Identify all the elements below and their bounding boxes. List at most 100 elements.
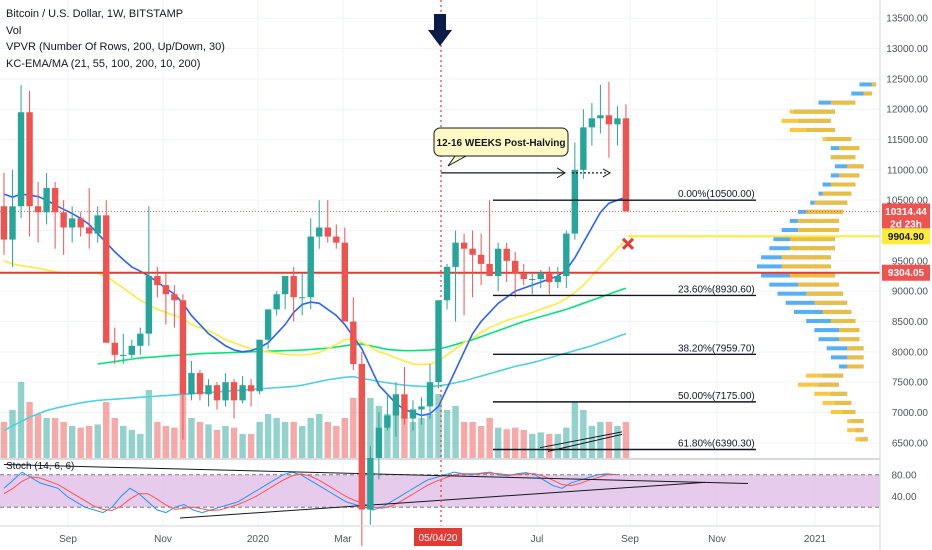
- vpvr-bar-down: [814, 300, 848, 305]
- time-tick-label: Nov: [708, 534, 726, 545]
- candle-body: [0, 206, 8, 240]
- volume-bar: [614, 426, 621, 458]
- halving-date-badge: [414, 528, 462, 546]
- horizontal-lines: [0, 0, 880, 526]
- vpvr-bar-down: [830, 100, 856, 105]
- candle-body: [350, 321, 357, 364]
- candle-body: [247, 385, 255, 392]
- candle-body: [205, 385, 212, 395]
- time-tick-label: Nov: [154, 534, 172, 545]
- stoch-tick-label: 80.00: [891, 470, 916, 481]
- vpvr-bar-down: [822, 191, 852, 196]
- volume-bar: [34, 414, 42, 458]
- volume-bar: [367, 398, 374, 458]
- volume-bar: [103, 402, 110, 458]
- ema200-line: [3, 332, 627, 432]
- volume-bar: [120, 426, 127, 458]
- volume-bar: [605, 422, 613, 458]
- price-badge-label: 9904.90: [888, 232, 925, 243]
- vpvr-bar-up: [830, 355, 864, 360]
- price-tick-label: 8500.00: [892, 317, 929, 328]
- volume-bar: [17, 382, 25, 458]
- vpvr-bar-down: [822, 309, 852, 314]
- projection-arrow: [556, 167, 566, 179]
- volume-bar: [333, 426, 340, 458]
- volume-bar: [256, 422, 263, 458]
- time-tick-label: 05/04/20: [419, 533, 458, 544]
- legend-vpvr[interactable]: VPVR (Number Of Rows, 200, Up/Down, 30): [6, 41, 225, 53]
- price-axis[interactable]: 13500.00 13000.00 12500.00 12000.00 11500.00…: [879, 0, 932, 550]
- volume-bar: [307, 418, 314, 458]
- candle-body: [358, 363, 366, 510]
- candle-body: [307, 236, 314, 298]
- volume-bar: [281, 422, 289, 458]
- stoch-legend[interactable]: Stoch (14, 6, 6): [6, 461, 75, 472]
- vpvr-bar-down: [806, 209, 844, 214]
- candle-body: [273, 294, 280, 310]
- volume-bar: [222, 426, 229, 458]
- candle-body: [469, 248, 476, 255]
- vpvr-bar-up: [826, 346, 864, 351]
- volume-bar: [529, 434, 536, 458]
- time-axis[interactable]: Sep Nov 2020 Mar 05/04/20 Jul Sep Nov 2021: [0, 525, 880, 546]
- candle-body: [392, 394, 400, 416]
- time-tick-label: 2021: [804, 534, 827, 545]
- time-tick-label: Sep: [59, 534, 77, 545]
- candle-body: [196, 373, 204, 395]
- candle-body: [384, 415, 391, 428]
- fib-label: 50.00%(7175.00): [678, 391, 755, 402]
- candle-body: [222, 382, 229, 401]
- candle-body: [580, 127, 587, 170]
- projection-dotted-arrow: [602, 168, 612, 178]
- legend-volume[interactable]: Vol: [6, 24, 22, 37]
- volume-bar: [264, 414, 272, 458]
- volume-bar: [188, 418, 195, 458]
- vpvr-bar-down: [814, 391, 848, 396]
- candle-body: [120, 354, 127, 356]
- vpvr-bar-down: [798, 282, 839, 287]
- time-tick-label: Sep: [621, 534, 639, 545]
- vpvr-bar-down: [798, 218, 839, 223]
- vpvr-bar-down: [822, 137, 852, 142]
- chart-legend: Bitcoin / U.S. Dollar, 1W, BITSTAMP Vol …: [6, 6, 225, 72]
- fib-label: 38.20%(7959.70): [678, 343, 755, 354]
- legend-kc-ema[interactable]: KC-EMA/MA (21, 55, 100, 200, 10, 200): [6, 57, 201, 70]
- volume-bar: [290, 422, 297, 458]
- volume-bar: [477, 426, 485, 458]
- vpvr-bar-down: [789, 237, 835, 242]
- vpvr-bar-down: [789, 273, 835, 278]
- legend-symbol[interactable]: Bitcoin / U.S. Dollar, 1W, BITSTAMP: [6, 8, 184, 20]
- volume-bar: [418, 418, 425, 458]
- vpvr-profile: [757, 82, 876, 442]
- volume-bar: [494, 427, 502, 458]
- candle-body: [154, 276, 161, 286]
- volume-bar: [384, 414, 391, 458]
- stoch-pane: [0, 458, 932, 519]
- candle-body: [529, 279, 536, 281]
- candle-body: [94, 215, 101, 234]
- volume-bar: [171, 427, 178, 458]
- candle-body: [435, 300, 442, 383]
- volume-bar: [154, 422, 161, 458]
- candle-body: [316, 227, 323, 237]
- volume-bar: [324, 422, 331, 458]
- volume-bar: [51, 418, 59, 458]
- volume-bar: [580, 410, 587, 458]
- vpvr-bar-up: [859, 82, 876, 87]
- candle-body: [563, 233, 570, 277]
- price-badge: [882, 228, 930, 245]
- candle-body: [239, 385, 246, 401]
- volume-bar: [469, 422, 476, 458]
- price-tick-label: 6500.00: [892, 438, 929, 449]
- candle-body: [571, 169, 579, 234]
- volume-bar: [9, 410, 16, 458]
- price-badge: [882, 203, 930, 220]
- volume-bar: [622, 422, 630, 458]
- vpvr-bar-down: [847, 346, 864, 351]
- volume-bar: [162, 426, 170, 458]
- stoch-tick-label: 40.00: [891, 492, 916, 503]
- candle-body: [68, 218, 76, 228]
- time-tick-label: Mar: [334, 534, 352, 545]
- candle-body: [51, 188, 59, 213]
